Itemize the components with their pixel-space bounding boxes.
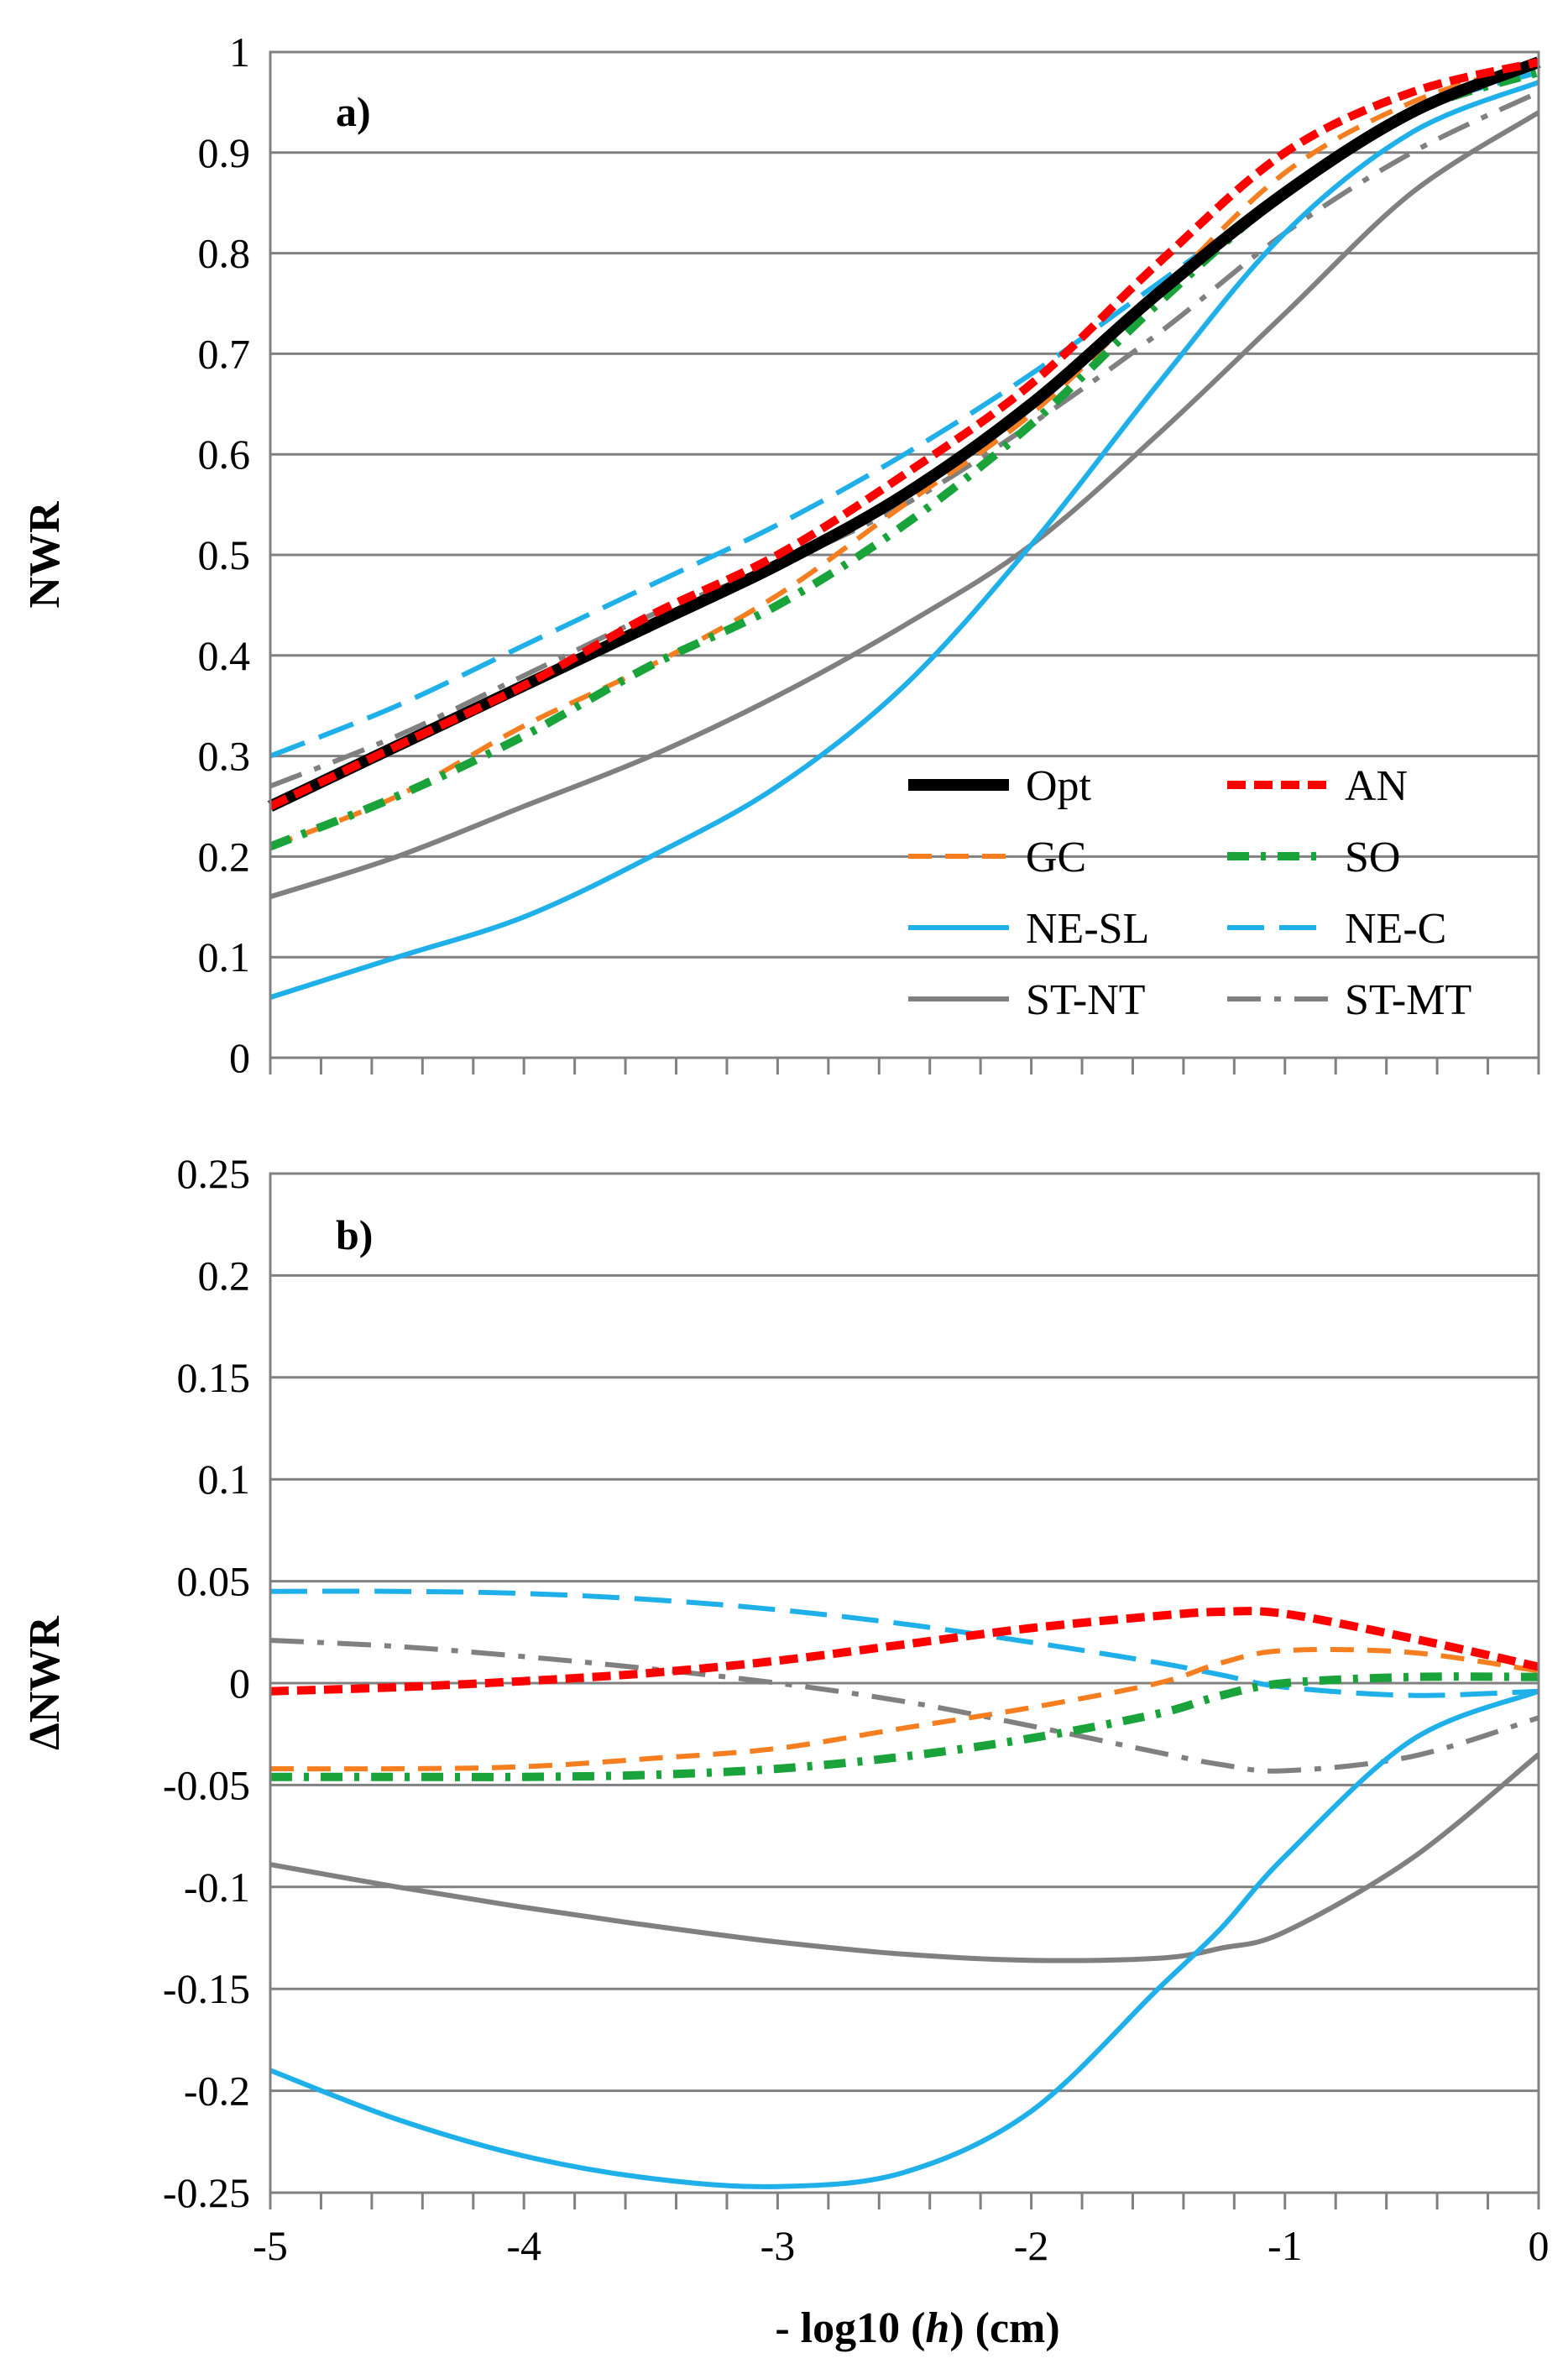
panel-a-series-an [268, 58, 1540, 811]
panel-a-y-tick-label: 0.8 [198, 230, 251, 277]
panel-b-label: b) [336, 1211, 373, 1258]
panel-b-x-tick-label: -5 [253, 2222, 288, 2269]
panel-b-y-tick-label: -0.05 [163, 1761, 250, 1808]
panel-b-x-ticks [269, 2193, 1540, 2209]
legend-label-gc: GC [1026, 834, 1086, 881]
panel-b-x-tick-label: -3 [760, 2222, 796, 2269]
panel-b-x-tick-label: -4 [506, 2222, 541, 2269]
panel-b-y-tick-label: -0.2 [184, 2068, 250, 2115]
panel-b-series-ne-sl [269, 1688, 1540, 2189]
panel-b-y-tick-label: 0.2 [198, 1252, 251, 1299]
panel-b-y-tick-label: 0.1 [198, 1456, 251, 1503]
panel-a-y-tick-label: 0 [229, 1034, 250, 1081]
panel-a-y-tick-label: 0.1 [198, 933, 251, 980]
panel-b-plot-frame [269, 1172, 1540, 2194]
panel-b-chart: -0.25 -0.2 -0.15 -0.1 -0.05 0 0.05 0.1 0.15 0.2 0.… [21, 1150, 1550, 2352]
panel-b-y-tick-label: 0 [229, 1660, 250, 1707]
panel-b-y-tick-label: 0.05 [177, 1558, 251, 1605]
panel-b-x-tick-label: -1 [1267, 2222, 1303, 2269]
panel-a-y-tick-label: 0.3 [198, 733, 251, 780]
panel-b-x-axis-title: - log10 (h) (cm) [775, 2304, 1059, 2352]
panel-b-y-tick-label: -0.25 [163, 2169, 250, 2216]
panel-b-series [269, 1588, 1540, 2189]
panel-a-series-st-mt [269, 90, 1540, 789]
panel-a-series-st-nt [269, 110, 1540, 900]
panel-a-y-tick-label: 1 [229, 29, 250, 76]
panel-b-series-ne-c [269, 1588, 1539, 1698]
panel-a-series [267, 56, 1541, 1000]
panel-b-y-tick-label: 0.25 [177, 1150, 251, 1197]
x-axis-title-prefix: - log10 ( [775, 2304, 925, 2352]
panel-a-series-ne-sl [269, 80, 1540, 1000]
panel-b-series-gc [269, 1646, 1539, 1772]
panel-a-x-ticks [269, 1058, 1540, 1075]
panel-a-y-tick-label: 0.9 [198, 129, 251, 176]
panel-a-plot-frame [269, 50, 1540, 1059]
panel-b-y-tick-label: -0.1 [184, 1864, 250, 1911]
panel-a-y-tick-label: 0.6 [198, 431, 251, 478]
legend-label-ne-c: NE-C [1345, 905, 1446, 953]
panel-b-x-tick-label: -2 [1014, 2222, 1049, 2269]
panel-b-y-axis-title: ΔNWR [21, 1615, 69, 1750]
panel-b-series-so [269, 1672, 1539, 1781]
panel-a-y-tick-label: 0.4 [198, 632, 251, 679]
panel-a-legend: Opt AN GC SO NE-SL NE-C ST-NT ST-MT [908, 762, 1471, 1024]
panel-b-x-tick-label: 0 [1529, 2222, 1550, 2269]
panel-b-y-tick-label: -0.15 [163, 1965, 250, 2012]
panel-b-y-tick-labels: -0.25 -0.2 -0.15 -0.1 -0.05 0 0.05 0.1 0.15 0.2 0.… [163, 1150, 250, 2216]
panel-a-series-gc [269, 60, 1539, 850]
legend-label-ne-sl: NE-SL [1026, 905, 1149, 953]
panel-a-chart: 0 0.1 0.2 0.3 0.4 0.5 0.6 0.7 0.8 0.9 1 a) NWR Opt… [21, 29, 1541, 1081]
panel-a-label: a) [336, 88, 371, 135]
panel-b-series-an [269, 1607, 1540, 1696]
legend-label-st-nt: ST-NT [1026, 976, 1146, 1024]
panel-b-y-tick-label: 0.15 [177, 1354, 251, 1401]
legend-label-st-mt: ST-MT [1345, 976, 1471, 1024]
legend-label-an: AN [1345, 762, 1408, 810]
x-axis-title-variable: h [925, 2304, 949, 2352]
panel-a-y-tick-label: 0.5 [198, 531, 251, 578]
panel-a-y-tick-label: 0.7 [198, 330, 251, 377]
panel-b-series-st-mt [269, 1638, 1539, 1774]
x-axis-title-suffix: ) (cm) [949, 2304, 1059, 2352]
panel-a-y-tick-labels: 0 0.1 0.2 0.3 0.4 0.5 0.6 0.7 0.8 0.9 1 [198, 29, 251, 1081]
panel-a-y-tick-label: 0.2 [198, 833, 251, 880]
legend-label-so: SO [1345, 834, 1400, 881]
panel-a-y-axis-title: NWR [21, 500, 69, 609]
legend-label-opt: Opt [1026, 762, 1092, 810]
panel-b-x-tick-labels: -5 -4 -3 -2 -1 0 [253, 2222, 1549, 2269]
panel-b-series-st-nt [269, 1752, 1540, 1964]
